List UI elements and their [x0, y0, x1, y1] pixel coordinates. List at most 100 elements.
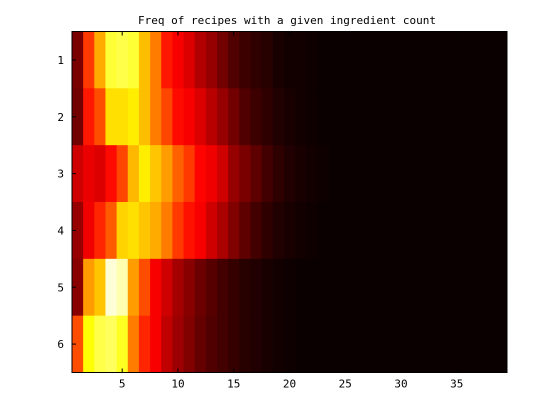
heatmap-cell [194, 315, 207, 373]
heatmap-cell [116, 31, 129, 89]
chart-title: Freq of recipes with a given ingredient … [138, 14, 436, 27]
heatmap-cell [217, 258, 229, 317]
heatmap-cell [138, 258, 151, 317]
heatmap-cell [495, 315, 508, 373]
heatmap-cell [484, 258, 497, 317]
heatmap-cell [127, 258, 140, 317]
heatmap-cell [94, 258, 106, 317]
heatmap-cell [451, 31, 463, 89]
heatmap-cell [116, 202, 129, 260]
heatmap-cell [150, 31, 162, 89]
heatmap-cell [373, 258, 385, 317]
heatmap-cell [228, 258, 240, 317]
heatmap-cell [317, 31, 329, 89]
heatmap-cell [428, 88, 441, 146]
heatmap-cell [261, 315, 274, 373]
heatmap-cell [105, 31, 118, 89]
heatmap-cell [83, 145, 95, 203]
heatmap-cell [239, 315, 251, 373]
heatmap-cell [339, 202, 352, 260]
heatmap-cell [406, 31, 419, 89]
heatmap-cell [306, 202, 318, 260]
heatmap-cell [484, 31, 497, 89]
heatmap-cell [484, 315, 497, 373]
heatmap-cell [362, 258, 374, 317]
heatmap-cell [362, 88, 374, 146]
heatmap-cell [417, 88, 430, 146]
heatmap-cell [339, 258, 352, 317]
heatmap-cell [138, 31, 151, 89]
heatmap-cell [194, 145, 207, 203]
heatmap-cell [194, 258, 207, 317]
heatmap-cell [440, 145, 452, 203]
heatmap-cell [217, 88, 229, 146]
y-tick-label: 2 [57, 111, 64, 124]
heatmap-cell [150, 315, 162, 373]
heatmap-cell [172, 258, 184, 317]
heatmap-cell [72, 315, 84, 373]
heatmap-cell [161, 258, 173, 317]
heatmap-cell [127, 31, 140, 89]
heatmap-cell [83, 88, 95, 146]
heatmap-cell [217, 315, 229, 373]
heatmap-cell [94, 31, 106, 89]
heatmap-cell [384, 315, 396, 373]
heatmap-cell [339, 31, 352, 89]
heatmap-cell [272, 315, 285, 373]
heatmap-cell [138, 88, 151, 146]
heatmap-cell [283, 202, 296, 260]
heatmap-cell [451, 258, 463, 317]
y-tick-label: 5 [57, 281, 64, 294]
heatmap-cell [250, 258, 263, 317]
heatmap-cell [116, 145, 129, 203]
heatmap-cell [150, 258, 162, 317]
heatmap-cell [373, 145, 385, 203]
heatmap-cell [239, 88, 251, 146]
heatmap-cell [395, 202, 408, 260]
heatmap-cell [473, 31, 486, 89]
heatmap-cell [484, 145, 497, 203]
heatmap-cell [183, 258, 196, 317]
heatmap-cell [239, 258, 251, 317]
heatmap-cell [473, 315, 486, 373]
heatmap-cell [228, 202, 240, 260]
heatmap-cell [228, 315, 240, 373]
heatmap-cell [306, 31, 318, 89]
heatmap-cell [217, 145, 229, 203]
heatmap-cell [228, 88, 240, 146]
heatmap-cell [495, 202, 508, 260]
heatmap-cell [451, 202, 463, 260]
heatmap-cell [172, 145, 184, 203]
heatmap-cell [406, 88, 419, 146]
heatmap-cell [94, 88, 106, 146]
heatmap-cell [205, 88, 218, 146]
heatmap-cell [328, 88, 341, 146]
heatmap-cell [283, 258, 296, 317]
heatmap-cell [417, 145, 430, 203]
heatmap-cell [373, 315, 385, 373]
heatmap-cell [495, 145, 508, 203]
heatmap-cell [417, 258, 430, 317]
heatmap-cell [473, 88, 486, 146]
x-tick-label: 30 [394, 378, 407, 391]
heatmap-cell [350, 315, 363, 373]
heatmap-cell [362, 145, 374, 203]
heatmap-cell [317, 202, 329, 260]
x-tick-label: 10 [171, 378, 184, 391]
heatmap-cell [462, 31, 474, 89]
heatmap-cell [395, 31, 408, 89]
heatmap-cell [451, 315, 463, 373]
heatmap-cell [350, 258, 363, 317]
heatmap-cell [250, 88, 263, 146]
heatmap-cell [138, 202, 151, 260]
heatmap-cell [384, 145, 396, 203]
heatmap-cell [350, 202, 363, 260]
heatmap-cell [183, 31, 196, 89]
heatmap-cell [250, 202, 263, 260]
heatmap-cell [328, 145, 341, 203]
heatmap-cell [228, 31, 240, 89]
heatmap-cell [205, 202, 218, 260]
heatmap-cell [317, 88, 329, 146]
heatmap-cell [384, 88, 396, 146]
